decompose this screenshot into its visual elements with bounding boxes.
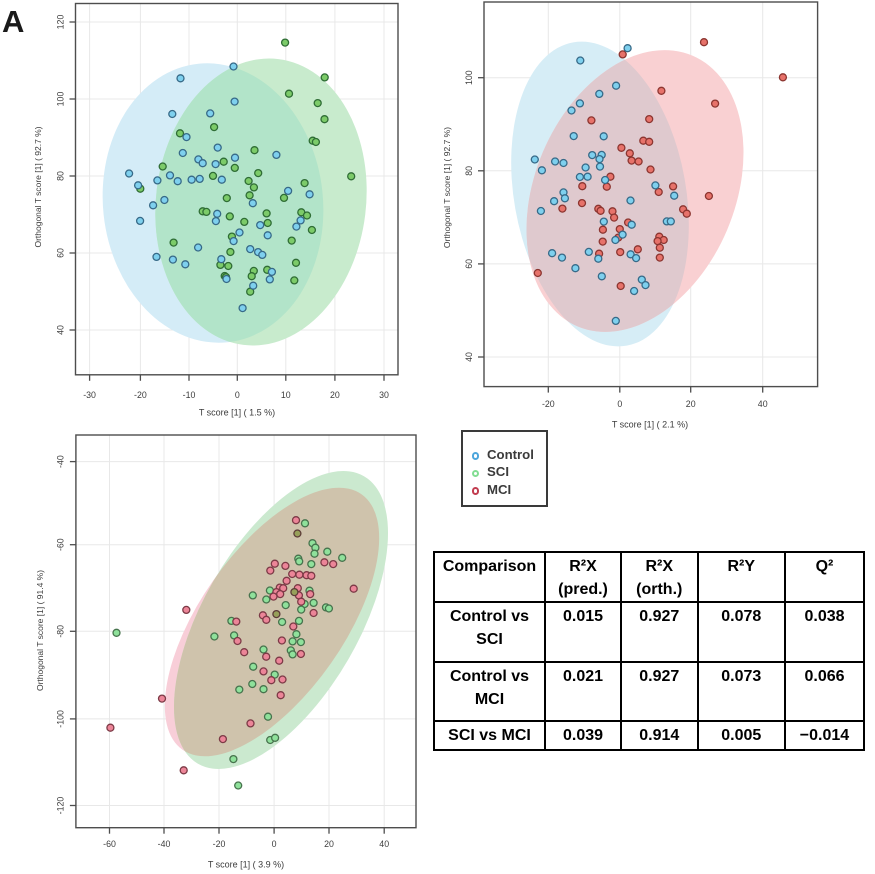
svg-text:-20: -20: [213, 839, 226, 849]
svg-text:100: 100: [464, 70, 474, 85]
svg-text:60: 60: [56, 248, 66, 258]
svg-text:20: 20: [330, 390, 340, 400]
svg-text:20: 20: [686, 399, 696, 409]
svg-text:20: 20: [324, 839, 334, 849]
svg-text:-60: -60: [103, 839, 116, 849]
svg-text:0: 0: [235, 390, 240, 400]
svg-text:100: 100: [56, 92, 66, 107]
svg-text:T score [1] ( 3.9 %): T score [1] ( 3.9 %): [208, 860, 284, 870]
svg-text:Orthogonal T score [1] ( 92.7: Orthogonal T score [1] ( 92.7 %): [442, 127, 452, 248]
svg-text:-100: -100: [56, 710, 66, 728]
svg-text:80: 80: [464, 166, 474, 176]
svg-text:10: 10: [281, 390, 291, 400]
svg-text:-30: -30: [83, 390, 96, 400]
svg-text:60: 60: [464, 259, 474, 269]
svg-text:Orthogonal T score [1] ( 92.7: Orthogonal T score [1] ( 92.7 %): [33, 126, 43, 247]
svg-text:T score [1] ( 2.1 %): T score [1] ( 2.1 %): [612, 419, 688, 429]
svg-text:0: 0: [617, 399, 622, 409]
svg-text:-40: -40: [56, 455, 66, 468]
svg-text:40: 40: [464, 352, 474, 362]
svg-text:T score [1] ( 1.5 %): T score [1] ( 1.5 %): [199, 408, 275, 418]
svg-text:40: 40: [758, 399, 768, 409]
svg-text:120: 120: [56, 15, 66, 30]
svg-text:-10: -10: [183, 390, 196, 400]
svg-text:-120: -120: [56, 797, 66, 815]
svg-text:-40: -40: [158, 839, 171, 849]
svg-text:-20: -20: [542, 399, 555, 409]
svg-text:40: 40: [379, 839, 389, 849]
svg-text:-60: -60: [56, 538, 66, 551]
svg-text:80: 80: [56, 171, 66, 181]
svg-text:Orthogonal T score [1] ( 91.4: Orthogonal T score [1] ( 91.4 %): [35, 570, 45, 691]
svg-text:-20: -20: [134, 390, 147, 400]
svg-text:-80: -80: [56, 625, 66, 638]
svg-text:40: 40: [56, 325, 66, 335]
svg-text:0: 0: [272, 839, 277, 849]
svg-text:30: 30: [379, 390, 389, 400]
